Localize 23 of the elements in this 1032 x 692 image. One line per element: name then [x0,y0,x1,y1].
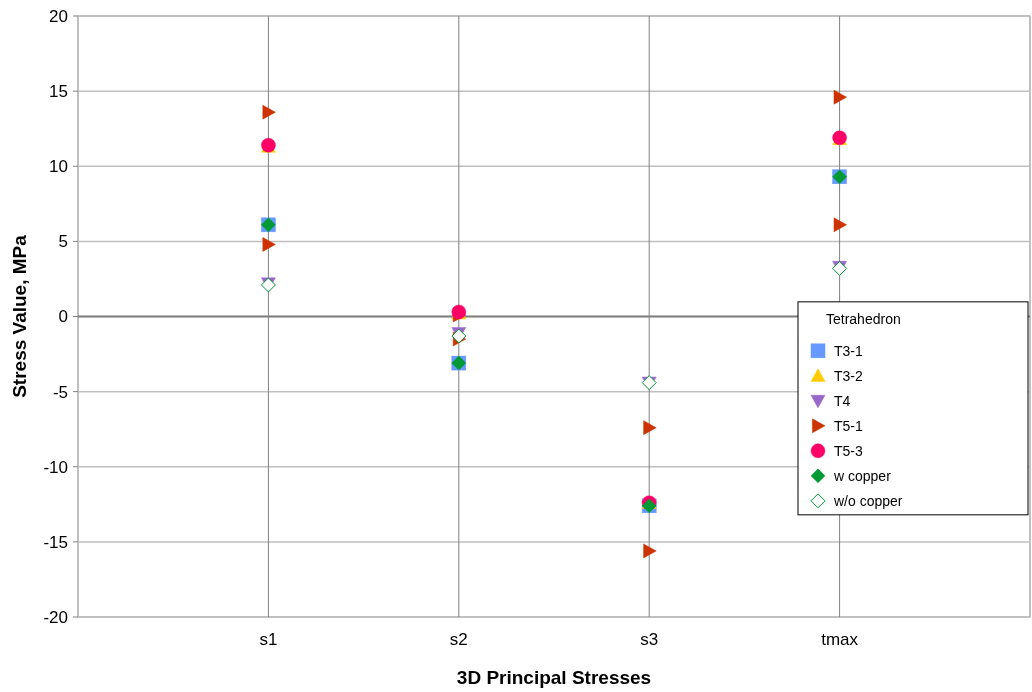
y-tick-label: -15 [43,532,68,552]
y-tick-label: -5 [52,382,68,402]
x-tick-label: s3 [640,630,659,649]
y-tick-label: 15 [49,82,68,102]
y-tick-label: 5 [58,232,68,252]
legend-label: T4 [834,392,851,409]
legend-label: T5-3 [834,442,863,459]
y-tick-label: -10 [43,457,68,477]
legend-title: Tetrahedron [826,310,901,327]
y-tick-label: 0 [58,307,68,327]
y-tick-label: -20 [43,607,68,627]
legend-label: w/o copper [833,492,903,509]
y-axis-title: Stress Value, MPa [9,234,30,398]
y-tick-label: 20 [49,6,68,26]
legend-label: T5-1 [834,417,863,434]
x-tick-label: s1 [259,630,278,649]
legend-label: T3-1 [834,342,863,359]
y-tick-label: 10 [49,157,68,177]
legend-label: w copper [833,467,892,484]
x-tick-label: tmax [821,630,859,649]
legend-label: T3-2 [834,367,863,384]
x-tick-label: s2 [449,630,468,649]
x-axis-title: 3D Principal Stresses [456,667,652,688]
